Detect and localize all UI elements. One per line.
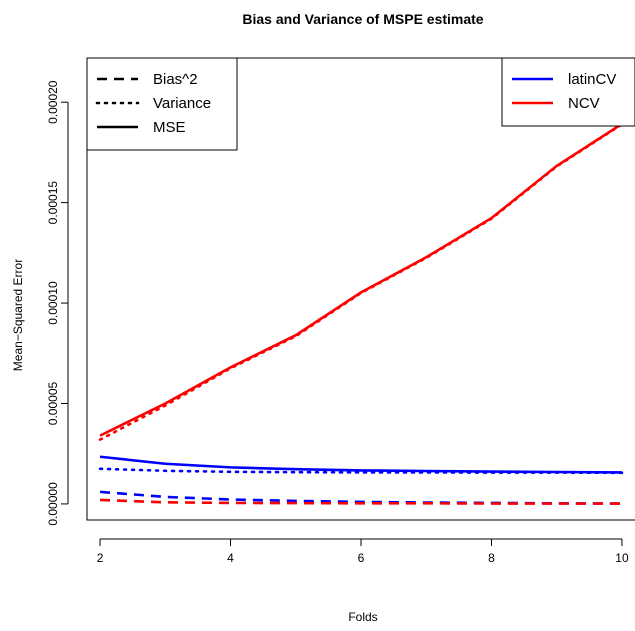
- y-axis: 0.00000 0.00005 0.00010 0.00015 0.00020: [46, 80, 69, 526]
- legend-entry-label: MSE: [153, 119, 186, 136]
- legend-linetype-box: [86, 57, 238, 151]
- series-line-latincv-bias: [99, 490, 622, 505]
- legend-method: latinCV NCV: [501, 57, 635, 127]
- legend-entry-label: NCV: [568, 95, 600, 112]
- legend-entry-label: Variance: [153, 95, 211, 112]
- x-tick-label: 4: [227, 551, 234, 565]
- x-tick-label: 10: [615, 551, 629, 565]
- series-line-ncv-mse: [99, 122, 623, 437]
- x-tick-label: 6: [358, 551, 365, 565]
- y-tick-label: 0.00015: [46, 181, 60, 225]
- y-tick-label: 0.00000: [46, 482, 60, 526]
- legend-method-box: [501, 57, 635, 127]
- series-layer: [98, 122, 624, 505]
- series-line-latincv-mse: [99, 455, 622, 474]
- series-line-ncv-bias: [100, 498, 622, 505]
- x-tick-label: 2: [97, 551, 104, 565]
- y-tick-label: 0.00010: [46, 281, 60, 325]
- legend-entry-label: latinCV: [568, 71, 616, 88]
- series-line-ncv-variance: [98, 122, 624, 441]
- y-tick-label: 0.00020: [46, 80, 60, 124]
- legend-entry-label: Bias^2: [153, 71, 198, 88]
- plot-frame: [86, 57, 635, 521]
- y-tick-label: 0.00005: [46, 381, 60, 425]
- y-axis-label: Mean−Squared Error: [11, 259, 25, 371]
- x-axis: 2 4 6 8 10: [97, 538, 629, 565]
- x-tick-label: 8: [488, 551, 495, 565]
- x-axis-label: Folds: [348, 610, 377, 624]
- chart-title: Bias and Variance of MSPE estimate: [242, 11, 483, 27]
- legend-linetype: Bias^2 Variance MSE: [86, 57, 238, 151]
